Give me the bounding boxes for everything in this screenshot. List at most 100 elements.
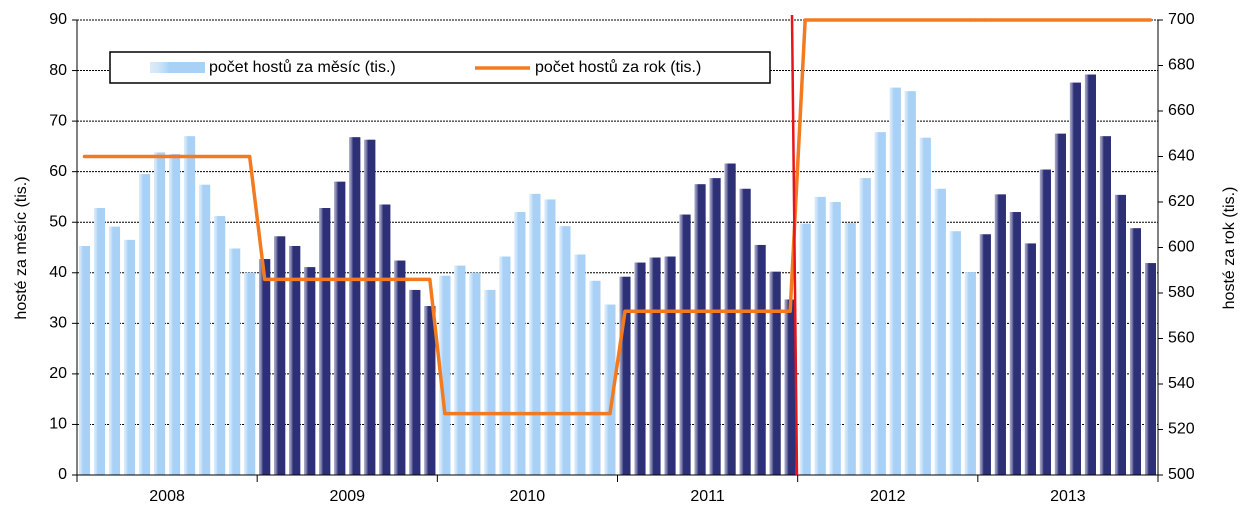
bar-shade bbox=[499, 256, 511, 475]
y-tick-label: 50 bbox=[49, 213, 67, 230]
bar-shade bbox=[619, 276, 631, 475]
bar-shade bbox=[214, 216, 226, 475]
bar-shade bbox=[349, 137, 361, 476]
bar-shade bbox=[169, 153, 181, 475]
bar-shade bbox=[199, 184, 211, 476]
y-tick-label: 80 bbox=[49, 62, 67, 79]
y2-tick-label: 580 bbox=[1168, 284, 1195, 301]
bar-shade bbox=[769, 271, 781, 475]
y-tick-label: 60 bbox=[49, 163, 67, 180]
bar-shade bbox=[439, 275, 451, 475]
bar-shade bbox=[79, 245, 91, 475]
x-tick-label: 2013 bbox=[1050, 488, 1086, 505]
bar-shade bbox=[949, 231, 961, 475]
y2-tick-label: 540 bbox=[1168, 375, 1195, 392]
bar-shade bbox=[1009, 212, 1021, 475]
bar-shade bbox=[1099, 136, 1111, 475]
bar-shade bbox=[274, 236, 286, 475]
bar-shade bbox=[604, 304, 616, 475]
bar-shade bbox=[1084, 74, 1096, 475]
bar-shade bbox=[124, 239, 136, 475]
y2-tick-label: 660 bbox=[1168, 102, 1195, 119]
bar-shade bbox=[184, 136, 196, 475]
bar-shade bbox=[649, 257, 661, 475]
line-step bbox=[428, 279, 447, 414]
bar-shade bbox=[154, 152, 166, 475]
bar-shade bbox=[904, 91, 916, 476]
line-step bbox=[247, 156, 267, 280]
bar-shade bbox=[889, 87, 901, 475]
bar-shade bbox=[394, 260, 406, 475]
x-tick-label: 2010 bbox=[510, 488, 546, 505]
bar-shade bbox=[664, 256, 676, 475]
bar-shade bbox=[1069, 82, 1081, 475]
bar-shade bbox=[379, 204, 391, 475]
bar-shade bbox=[874, 132, 886, 475]
bar-shade bbox=[994, 194, 1006, 475]
y-tick-label: 90 bbox=[49, 11, 67, 28]
bar-shade bbox=[109, 226, 121, 475]
bar-shade bbox=[694, 184, 706, 476]
bar-shade bbox=[319, 208, 331, 476]
bar-shade bbox=[544, 199, 556, 475]
legend-label: počet hostů za rok (tis.) bbox=[535, 58, 701, 76]
bar-shade bbox=[799, 223, 811, 475]
x-tick-label: 2012 bbox=[870, 488, 906, 505]
bar-shade bbox=[364, 139, 376, 476]
bar-shade bbox=[724, 163, 736, 476]
bar-shade bbox=[454, 265, 466, 475]
bar-shade bbox=[514, 212, 526, 475]
bar-shade bbox=[784, 299, 796, 475]
bar-shade bbox=[634, 262, 646, 475]
bar-shade bbox=[484, 289, 496, 475]
y2-tick-label: 500 bbox=[1168, 466, 1195, 483]
bar-shade bbox=[1144, 263, 1156, 475]
bar-shade bbox=[289, 245, 301, 475]
bar-shade bbox=[259, 259, 271, 475]
y-tick-label: 20 bbox=[49, 365, 67, 382]
bar-shade bbox=[979, 234, 991, 475]
bar-shade bbox=[229, 248, 241, 475]
bar-shade bbox=[964, 272, 976, 475]
y2-tick-label: 520 bbox=[1168, 421, 1195, 438]
bar-shade bbox=[739, 188, 751, 475]
bar-shade bbox=[1024, 243, 1036, 475]
legend-box bbox=[109, 51, 771, 84]
bar-shade bbox=[469, 272, 481, 475]
bar-shade bbox=[814, 196, 826, 475]
bar-shade bbox=[304, 267, 316, 475]
bar-shade bbox=[844, 223, 856, 475]
bar-shade bbox=[829, 202, 841, 475]
x-tick-label: 2011 bbox=[690, 488, 725, 505]
bar-shade bbox=[1054, 133, 1066, 475]
x-tick-label: 2009 bbox=[329, 488, 365, 505]
bar-shade bbox=[679, 214, 691, 475]
bar-shade bbox=[574, 254, 586, 475]
y2-tick-label: 680 bbox=[1168, 57, 1195, 74]
bar-shade bbox=[424, 306, 436, 475]
bar-shade bbox=[244, 272, 256, 475]
bar-shade bbox=[529, 193, 541, 475]
line-step bbox=[788, 19, 807, 312]
y-tick-label: 40 bbox=[49, 264, 67, 281]
bar-shade bbox=[1039, 169, 1051, 475]
bar-shade bbox=[1129, 228, 1141, 475]
bar-shade bbox=[139, 174, 151, 475]
y2-axis-title: hosté za rok (tis.) bbox=[1221, 187, 1238, 310]
y2-tick-label: 560 bbox=[1168, 330, 1195, 347]
y-axis-title: hosté za měsíc (tis.) bbox=[13, 176, 30, 319]
x-tick-label: 2008 bbox=[149, 488, 185, 505]
y2-tick-label: 700 bbox=[1168, 11, 1195, 28]
bar-shade bbox=[934, 188, 946, 475]
bar-shade bbox=[859, 178, 871, 475]
y2-tick-label: 640 bbox=[1168, 148, 1195, 165]
y-tick-label: 70 bbox=[49, 112, 67, 129]
bar-shade bbox=[589, 280, 601, 475]
bar-shade bbox=[754, 244, 766, 475]
y2-tick-label: 620 bbox=[1168, 193, 1195, 210]
legend-swatch-shade bbox=[150, 62, 205, 73]
y-tick-label: 30 bbox=[49, 315, 67, 332]
bar-shade bbox=[559, 226, 571, 475]
y2-tick-label: 600 bbox=[1168, 239, 1195, 256]
legend-label: počet hostů za měsíc (tis.) bbox=[209, 58, 396, 76]
